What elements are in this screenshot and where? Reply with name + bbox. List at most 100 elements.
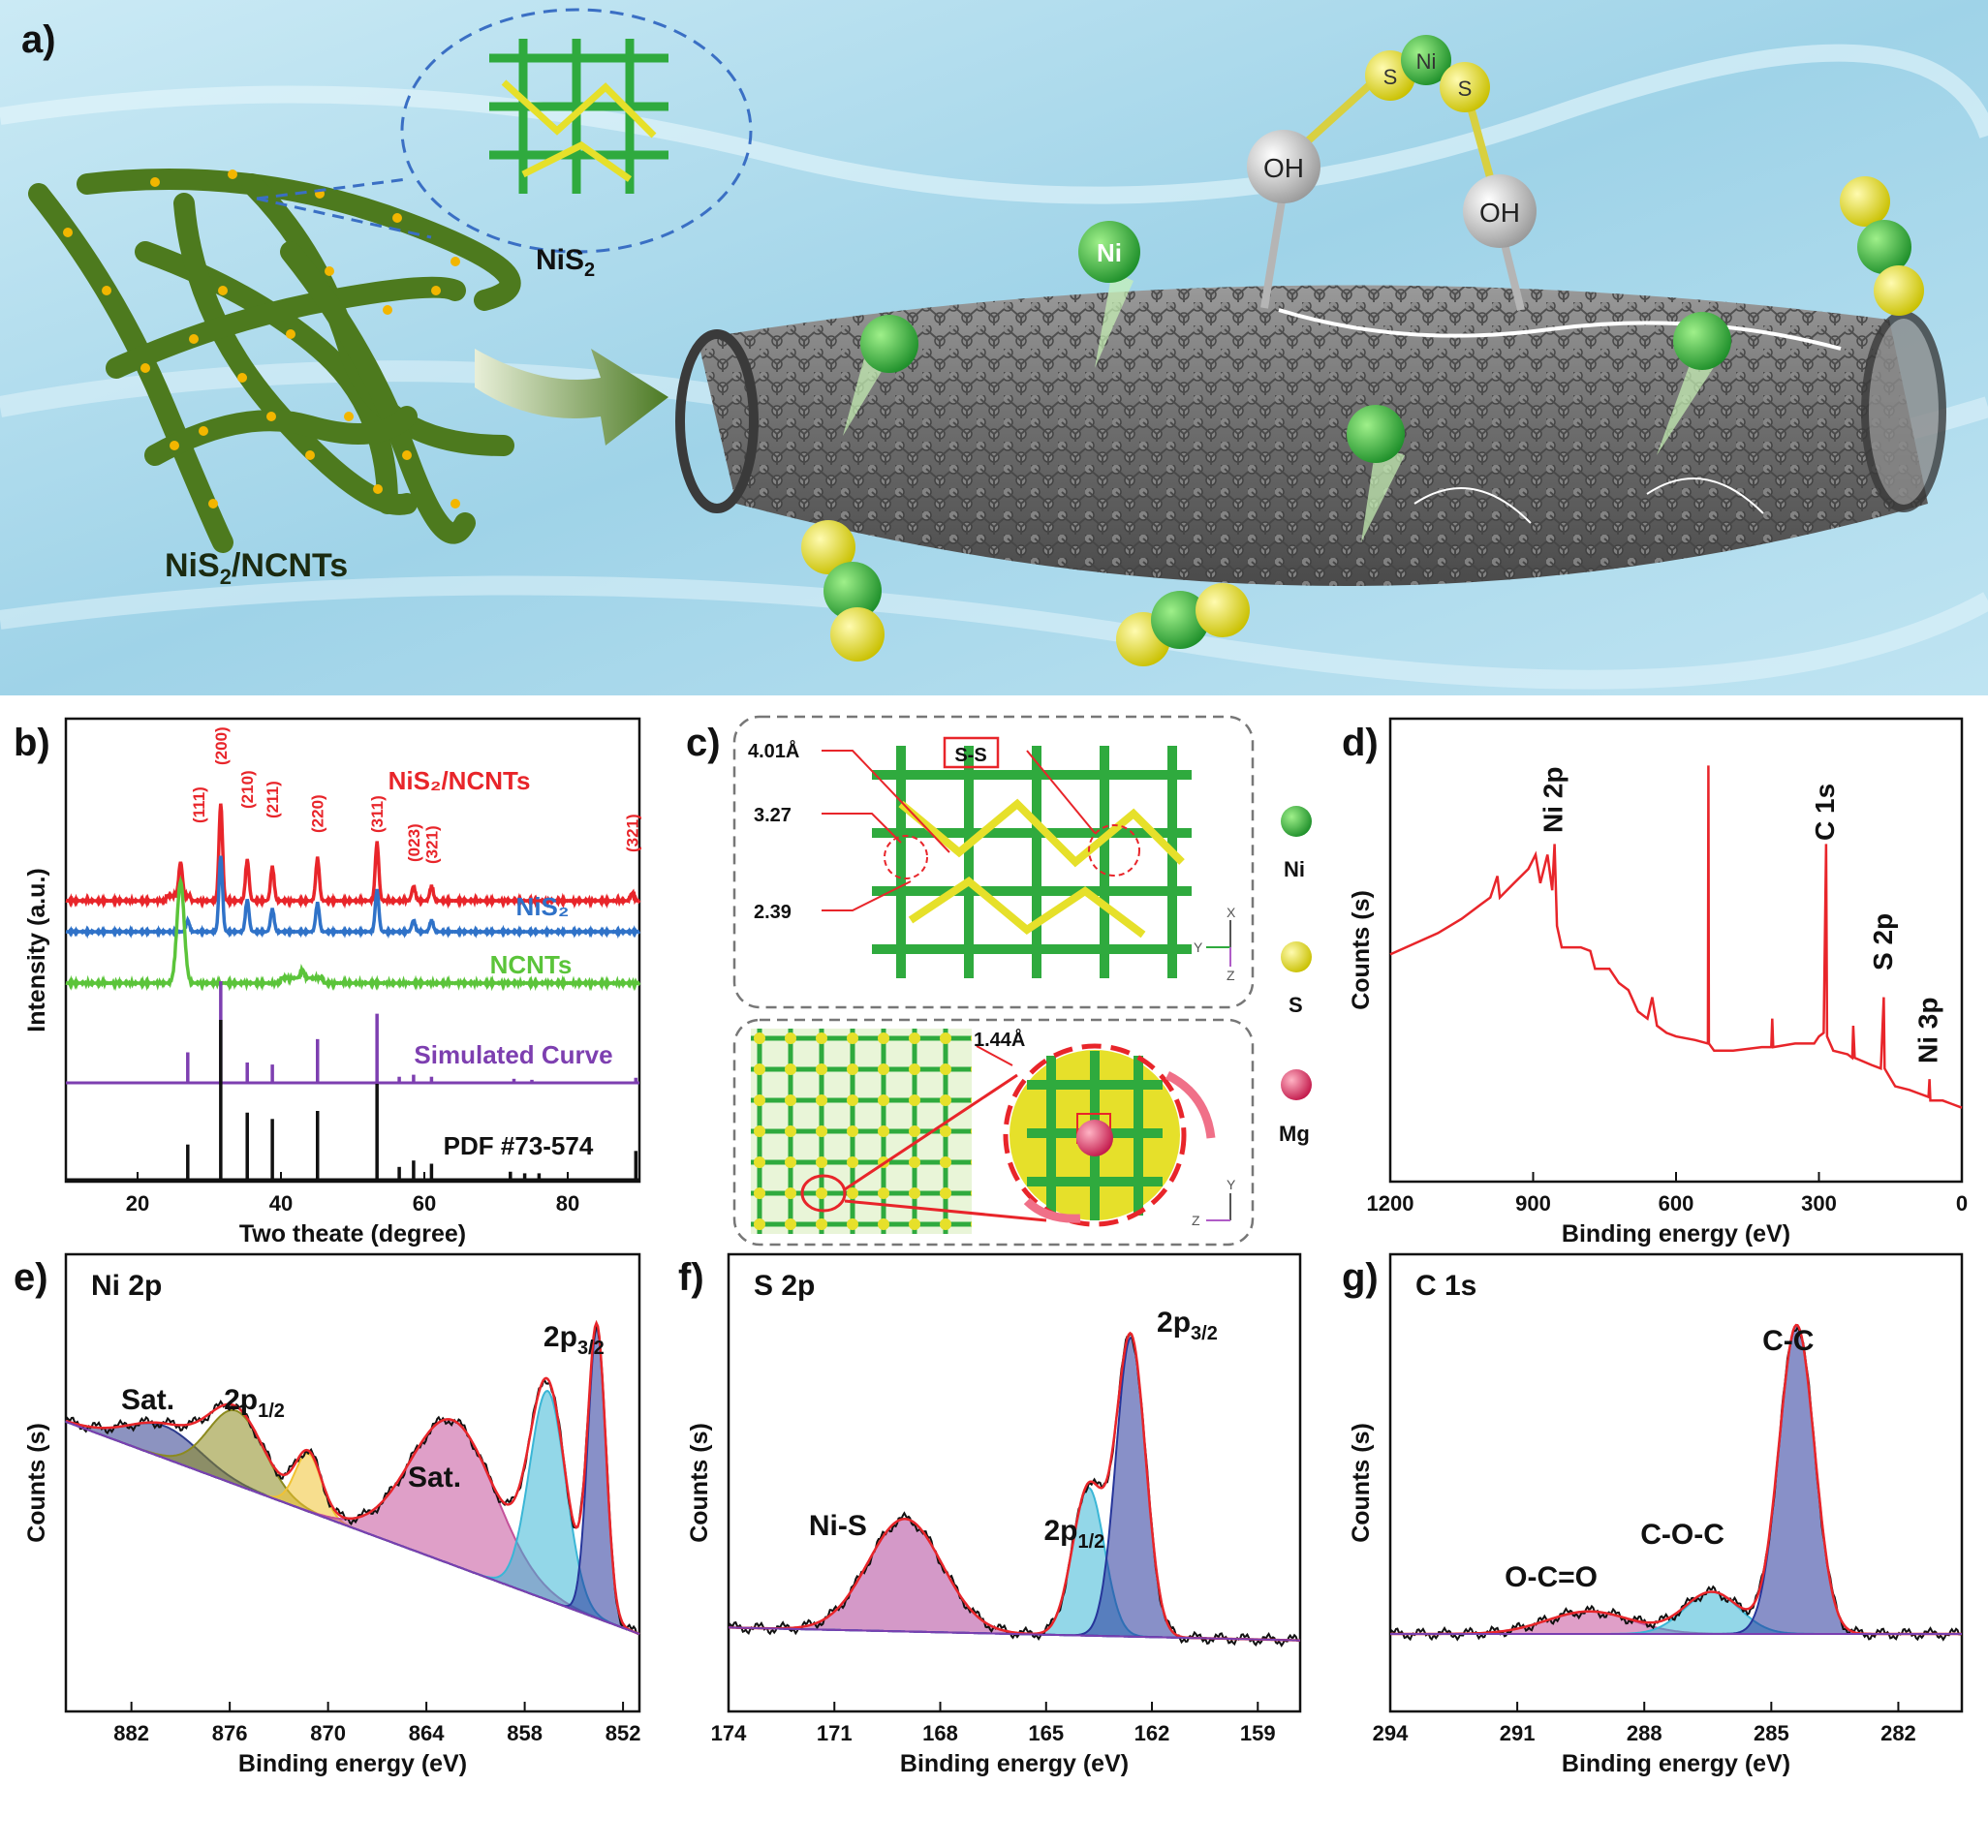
annotation-text: Ni-S [809,1510,867,1542]
x-tick-label: 876 [212,1721,248,1745]
series-label: PDF #73-574 [444,1131,594,1160]
peak-annotation: Ni 2p [1538,767,1569,833]
y-axis-label: Counts (s) [686,1423,713,1543]
x-tick-label: 294 [1373,1721,1409,1745]
chart-f: 174 171 168 165 162 159 Binding energy (eV) Cou… [686,1252,1302,1777]
panel-c-label: c) [686,722,721,764]
xrd-pattern-1 [65,855,641,939]
inset-label: NiS2 [536,244,595,281]
plot-frame-f [727,1252,1302,1713]
annotation-text: C-O-C [1640,1519,1724,1551]
svg-text:Z: Z [1192,1213,1200,1228]
chart-e: 882 876 870 864 858 852 Binding energy (eV) Cou… [23,1252,641,1777]
inset-ellipse [400,8,753,254]
hkl-label: (220) [309,794,327,833]
x-tick-label: 162 [1134,1721,1170,1745]
peak-annotation: C-O-C [1640,1519,1724,1551]
x-tick-label: 288 [1627,1721,1662,1745]
carbon-nanotube [675,285,1946,586]
y-axis-label: Intensity (a.u.) [23,868,50,1032]
series-label: NiS₂/NCNTs [388,766,531,795]
chart-d: 1200 900 600 300 0 Binding energy (eV) Counts … [1348,717,1968,1247]
x-tick-label: 852 [606,1721,641,1745]
x-tick-label: 40 [269,1191,293,1216]
legend-label-mg: Mg [1279,1122,1310,1146]
fit-component-2 [1390,1324,1962,1635]
peak-annotation: C 1s [1810,784,1840,841]
peak-annotation: 2p1/2 [1043,1515,1104,1553]
series-label: NCNTs [490,950,573,979]
peak-annotation: 2p1/2 [224,1384,285,1422]
zoomed-tunnel [1003,1043,1216,1227]
panel-title: Ni 2p [91,1270,162,1302]
x-tick-label: 20 [126,1191,149,1216]
svg-text:OH: OH [1263,153,1304,183]
panel-d-label: d) [1342,722,1379,764]
annotation-text: 2p [544,1321,577,1353]
hkl-label: (210) [238,770,257,809]
top-structure-frame [732,715,1255,1009]
x-tick-label: 1200 [1367,1191,1414,1216]
raw-spectrum [1389,1326,1963,1642]
xrd-pattern-2 [65,875,641,992]
distance-label: 3.27 [754,805,792,826]
hkl-label: (321) [624,814,642,852]
ss-bond-box [943,736,1000,769]
distance-leaders [822,750,1096,911]
panel-title: S 2p [754,1270,815,1302]
panel-c-structures: c) S-S 4.01Å 3.27 2.39 X Y Z [686,715,1312,1247]
panel-title: C 1s [1415,1270,1476,1302]
fit-envelope [729,1331,1300,1642]
svg-text:Y: Y [1227,1177,1236,1192]
panel-g-label: g) [1342,1256,1379,1299]
legend-swatch-s [1281,941,1312,972]
x-axis-label: Binding energy (eV) [1562,1750,1790,1777]
annotation-text: Sat. [408,1462,461,1494]
x-axis-label: Binding energy (eV) [900,1750,1129,1777]
free-nis2-molecule [1840,176,1924,316]
fit-baseline [65,1420,640,1635]
x-tick-label: 174 [711,1721,747,1745]
x-tick-label: 900 [1515,1191,1551,1216]
y-axis-label: Counts (s) [1348,890,1375,1010]
nis2-inset-crystal [489,39,668,194]
annotation-subscript: 1/2 [1078,1531,1105,1553]
legend-label-s: S [1289,993,1303,1017]
hkl-label: (311) [368,795,387,833]
annotation-subscript: 3/2 [577,1338,605,1359]
fit-envelope [65,1319,640,1636]
fit-baseline [729,1626,1300,1642]
svg-text:Ni: Ni [1416,49,1437,74]
svg-text:OH: OH [1479,198,1520,228]
hkl-label: (111) [190,786,208,823]
panel-f-label: f) [678,1256,704,1299]
x-tick-label: 60 [413,1191,436,1216]
x-tick-label: 80 [556,1191,579,1216]
peak-annotation: Sat. [408,1462,461,1494]
annotation-text: 2p [1157,1307,1191,1339]
nis2-particles [63,169,460,508]
peak-annotation: 2p3/2 [1157,1307,1218,1344]
x-axis-label: Two theate (degree) [239,1220,466,1247]
x-tick-label: 300 [1801,1191,1837,1216]
peak-annotation: S 2p [1868,913,1898,970]
chart-g: 294 291 288 285 282 Binding energy (eV) Counts… [1348,1252,1964,1777]
x-tick-label: 858 [507,1721,543,1745]
annotation-text: Sat. [121,1384,174,1416]
plot-frame-g [1388,1252,1964,1713]
hkl-label: (321) [422,825,441,864]
panel-e-label: e) [14,1256,48,1299]
annotation-subscript: 3/2 [1191,1323,1218,1344]
legend-swatch-ni [1281,806,1312,837]
svg-text:X: X [1227,905,1236,920]
annotation-text: 2p [224,1384,258,1416]
distance-label: 4.01Å [748,739,799,762]
annotation-text: C-C [1762,1325,1814,1357]
peak-annotation: Sat. [121,1384,174,1416]
x-axis-label: Binding energy (eV) [238,1750,467,1777]
series-label: NiS₂ [516,892,570,921]
x-tick-label: 165 [1028,1721,1064,1745]
svg-text:Ni: Ni [1097,238,1122,267]
x-tick-label: 882 [113,1721,149,1745]
